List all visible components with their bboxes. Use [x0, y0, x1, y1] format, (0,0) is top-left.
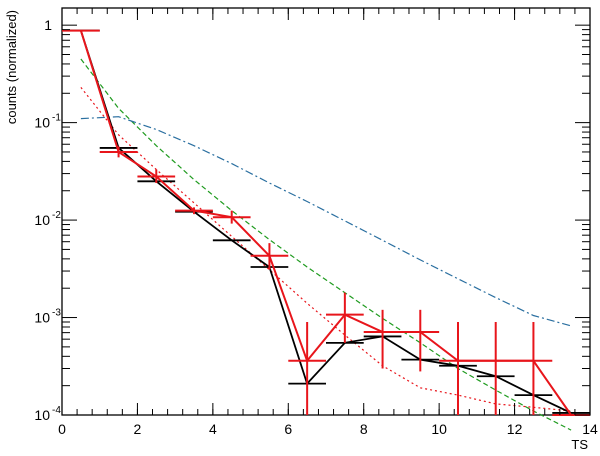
series-line-black: [80, 30, 572, 414]
y-tick-exponent: -1: [52, 113, 61, 124]
model-curves: [80, 58, 572, 431]
model-curve-dash-dot: [80, 116, 572, 327]
y-tick-label: 10: [34, 212, 50, 228]
y-tick-label: 1: [44, 17, 52, 33]
x-tick-label: 14: [582, 421, 598, 437]
plot-frame: [61, 7, 591, 416]
x-tick-label: 10: [431, 421, 447, 437]
y-tick-label: 10: [34, 115, 50, 131]
x-tick-label: 0: [58, 421, 66, 437]
y-tick-exponent: -3: [52, 308, 61, 319]
y-axis-ticks: 110-110-210-310-4: [34, 17, 590, 423]
x-tick-label: 2: [134, 421, 142, 437]
x-axis-ticks: 0 2 4 6 8 10 12 14: [58, 8, 598, 437]
x-tick-label: 8: [360, 421, 368, 437]
y-tick-label: 10: [34, 407, 50, 423]
y-tick-exponent: -2: [52, 210, 61, 221]
y-tick-label: 10: [34, 310, 50, 326]
x-tick-label: 12: [507, 421, 523, 437]
data-series: [62, 29, 590, 416]
x-tick-label: 6: [284, 421, 292, 437]
y-axis-title: counts (normalized): [4, 10, 19, 124]
model-curve-dotted: [80, 87, 572, 412]
series-line-red: [79, 30, 572, 416]
x-tick-label: 4: [209, 421, 217, 437]
y-tick-exponent: -4: [52, 405, 61, 416]
model-curve-dashed: [80, 58, 572, 431]
x-axis-title: TS: [571, 437, 588, 452]
